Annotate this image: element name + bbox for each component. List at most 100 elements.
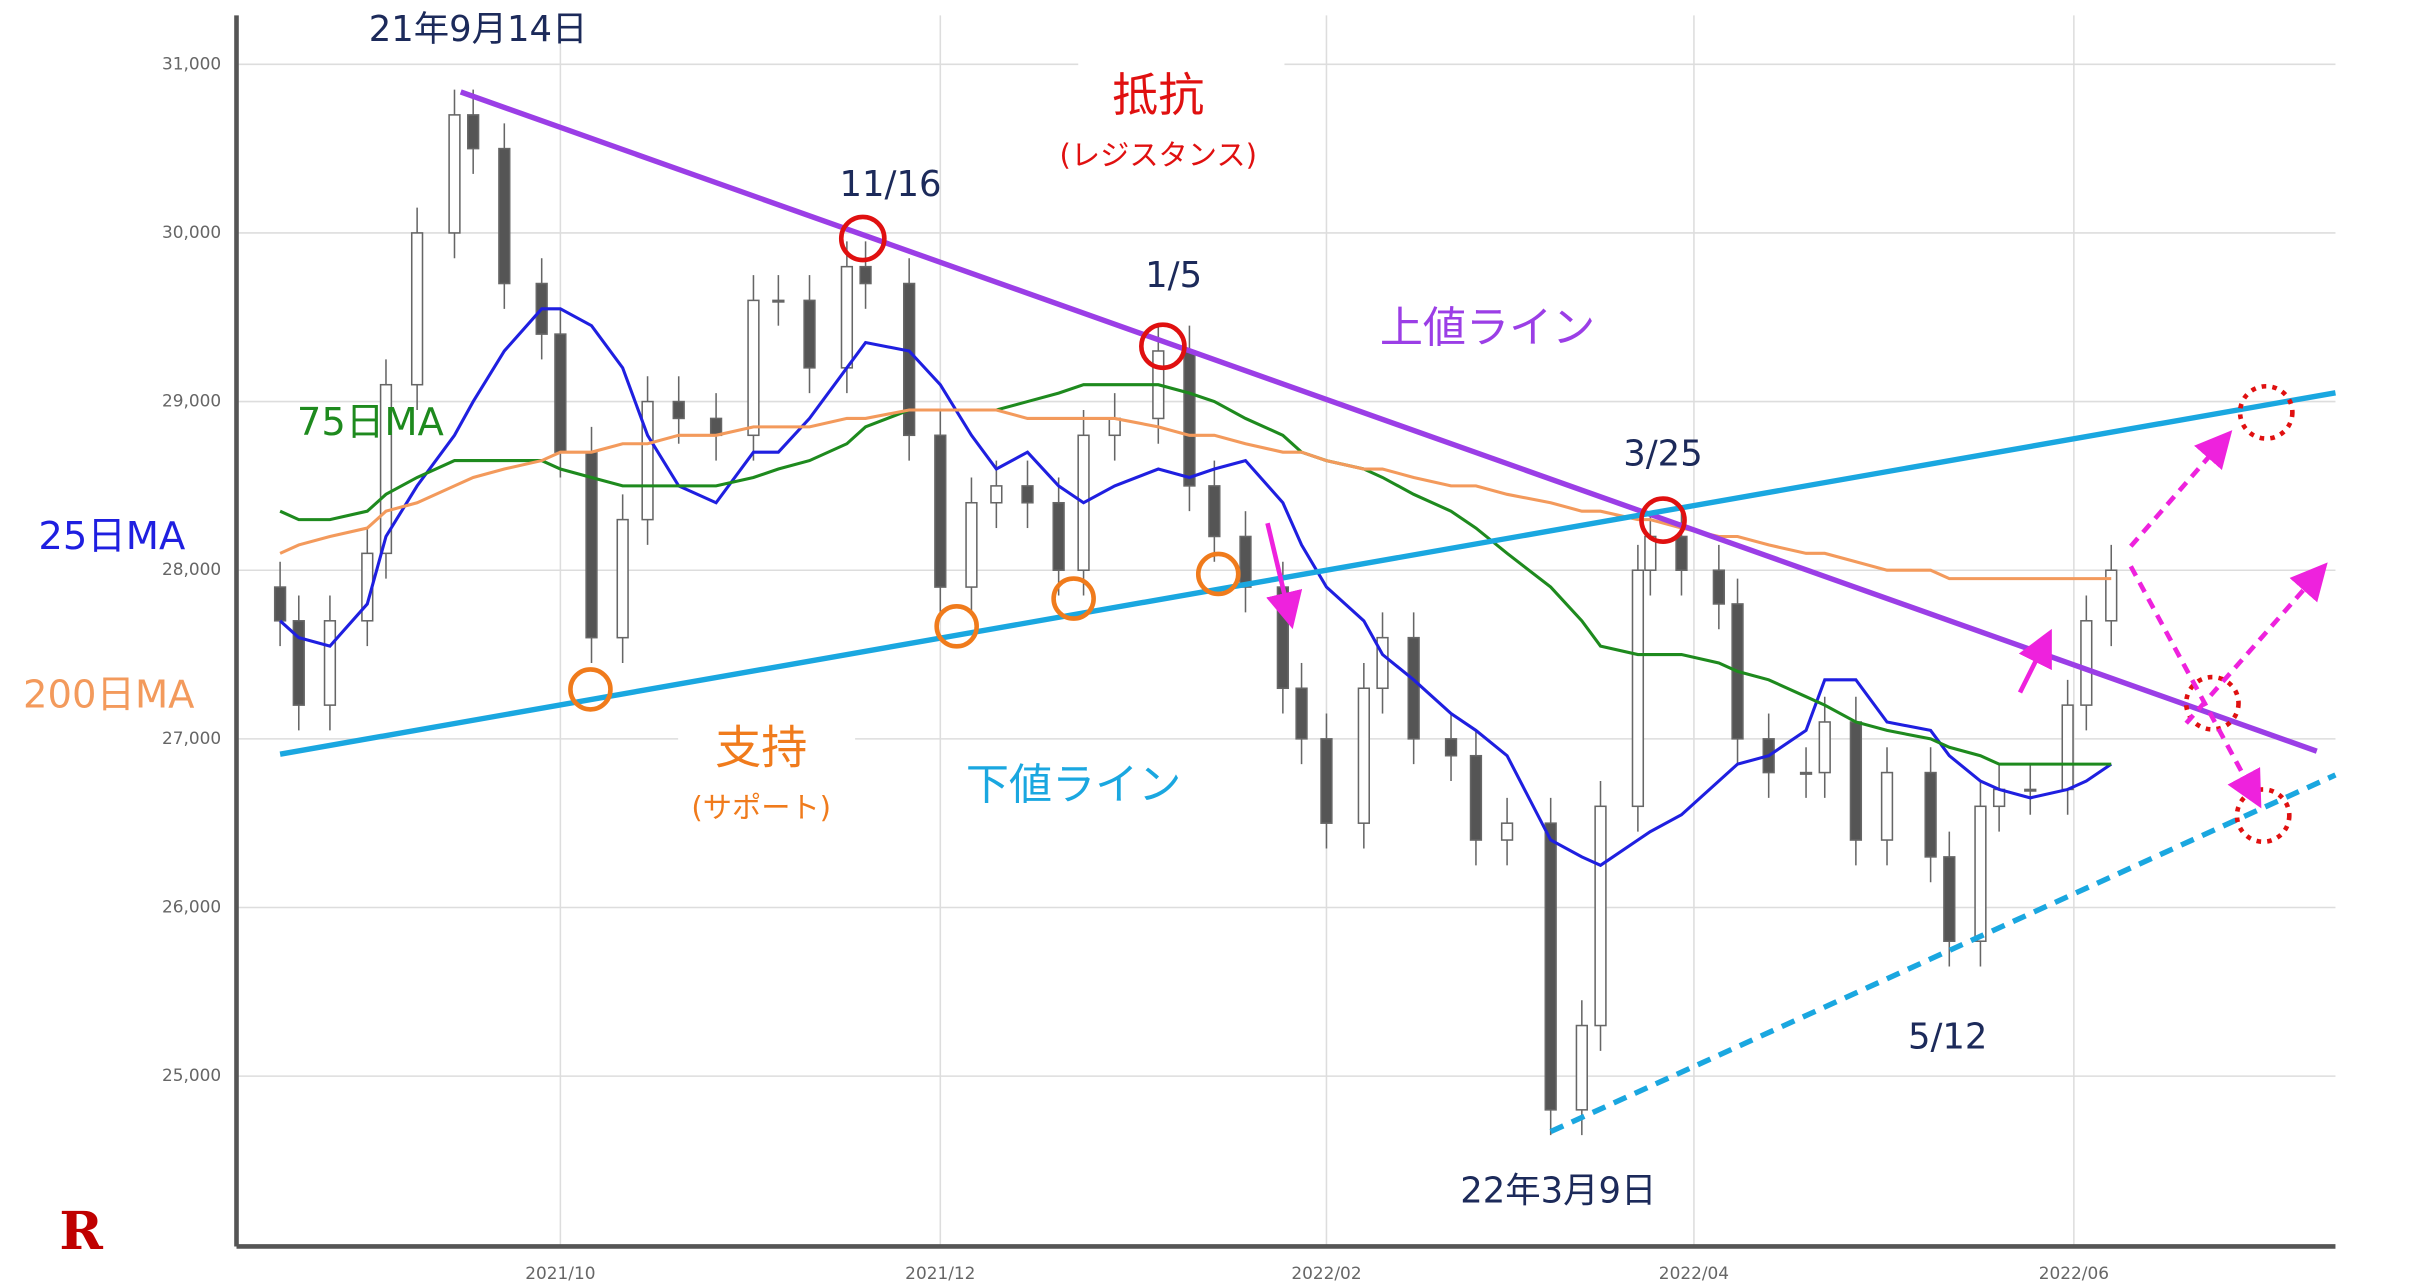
- candle: [410, 207, 424, 411]
- candle-body: [1208, 485, 1221, 538]
- candle-body: [903, 282, 916, 437]
- candle-body: [448, 114, 461, 234]
- candle: [1594, 781, 1607, 1051]
- line-label: 下値ライン: [966, 760, 1181, 810]
- x-tick-label: 2022/06: [2039, 1263, 2109, 1283]
- candle-body: [840, 265, 854, 369]
- candle-body: [323, 620, 337, 706]
- candle-body: [709, 417, 723, 437]
- candle-body: [1594, 805, 1607, 1027]
- y-tick-label: 29,000: [162, 391, 221, 411]
- ma-line: [279, 307, 2113, 868]
- candle: [2080, 595, 2093, 731]
- candle: [1407, 612, 1420, 765]
- annotation: 抵抗: [1112, 68, 1204, 122]
- candle: [1052, 477, 1065, 596]
- legend-entry: 200日MA: [23, 673, 194, 718]
- candle-body: [2080, 620, 2093, 706]
- candle: [292, 595, 305, 731]
- candle: [1376, 612, 1389, 714]
- y-tick-label: 28,000: [162, 559, 221, 579]
- candle: [990, 460, 1003, 529]
- candle-body: [1849, 721, 1863, 841]
- circle: [2234, 787, 2292, 845]
- circle: [1139, 322, 1187, 371]
- candle-body: [379, 383, 393, 555]
- candle: [934, 410, 947, 613]
- candle: [2024, 764, 2037, 815]
- candle: [1880, 747, 1894, 866]
- candle: [1021, 460, 1034, 529]
- trend-line: [459, 89, 2318, 754]
- candle: [1818, 696, 1831, 798]
- circle: [1639, 496, 1687, 544]
- grid: 25,000 26,000 27,000 28,000 29,000 30,000 31,0…: [162, 15, 2336, 1283]
- ma-line: [279, 383, 2112, 766]
- candle-body: [641, 400, 654, 521]
- candle: [641, 376, 654, 545]
- candle: [1631, 544, 1645, 832]
- candle-body: [554, 333, 567, 453]
- x-tick-label: 2021/10: [525, 1263, 595, 1283]
- logo: R: [59, 1201, 103, 1262]
- candle: [1469, 730, 1483, 866]
- candle: [1444, 713, 1458, 782]
- candle-body: [498, 147, 511, 285]
- x-tick-label: 2021/12: [905, 1263, 975, 1283]
- candle: [498, 123, 511, 309]
- candle-body: [1183, 350, 1196, 487]
- candle: [1320, 713, 1333, 849]
- candle-body: [616, 518, 629, 639]
- candle: [1500, 797, 1514, 866]
- candle: [747, 275, 760, 461]
- candle-body: [410, 232, 424, 386]
- candle-body: [1407, 636, 1420, 740]
- candle: [323, 595, 337, 731]
- circle: [1195, 551, 1241, 597]
- y-tick-label: 30,000: [162, 222, 221, 242]
- candle: [1208, 460, 1221, 562]
- candle-body: [772, 299, 785, 303]
- circle: [2237, 383, 2295, 441]
- candle: [1712, 544, 1726, 630]
- x-tick-label: 2022/02: [1291, 1263, 1361, 1283]
- annotation: 3/25: [1623, 433, 1702, 474]
- label-bg: [678, 723, 856, 835]
- candle-body: [1239, 535, 1252, 588]
- candle-body: [2024, 788, 2037, 792]
- candle-body: [1712, 569, 1726, 605]
- circle: [934, 603, 979, 649]
- y-tick-label: 31,000: [162, 53, 221, 73]
- candle: [448, 89, 461, 259]
- candle-body: [1631, 569, 1645, 808]
- x-tick-label: 2022/04: [1659, 1263, 1729, 1283]
- candle: [1644, 511, 1657, 596]
- annotation: 22年3月9日: [1460, 1171, 1656, 1212]
- candle-body: [965, 501, 978, 588]
- y-tick-label: 27,000: [162, 728, 221, 748]
- annotation: 支持: [715, 720, 807, 774]
- candle: [1357, 662, 1370, 849]
- candle-body: [1880, 771, 1894, 841]
- candle-body: [803, 299, 816, 369]
- candle: [859, 241, 872, 309]
- candle-body: [1295, 687, 1308, 740]
- candle-body: [1974, 805, 1987, 942]
- candle-body: [1052, 501, 1065, 571]
- candle-body: [672, 400, 685, 420]
- legend-entry: 25日MA: [38, 514, 185, 559]
- candle-body: [1544, 822, 1557, 1111]
- circle: [2183, 674, 2241, 732]
- candle-body: [1818, 721, 1831, 774]
- candle-body: [2061, 704, 2074, 791]
- candle-body: [1021, 485, 1034, 504]
- candle: [1575, 1000, 1588, 1136]
- candle-body: [934, 434, 947, 588]
- candle-body: [273, 586, 287, 622]
- arrow: [2128, 565, 2262, 809]
- y-tick-label: 25,000: [162, 1065, 221, 1085]
- candle-body: [1376, 636, 1389, 690]
- marks: [273, 89, 2337, 1136]
